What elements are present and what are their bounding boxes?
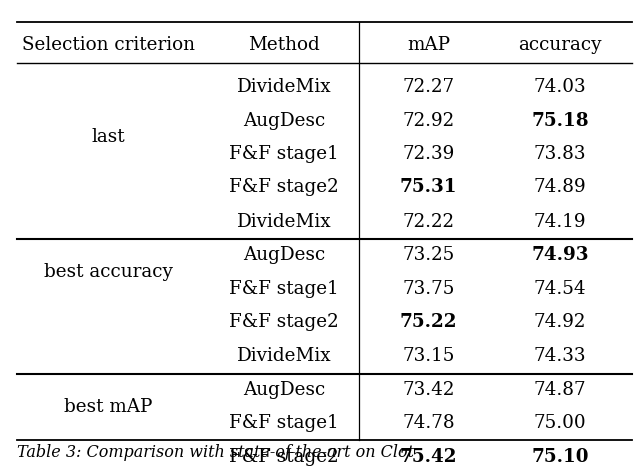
Text: 74.92: 74.92 — [534, 313, 586, 331]
Text: Table 3: Comparison with state-of-the-art on Clot: Table 3: Comparison with state-of-the-ar… — [17, 444, 414, 461]
Text: best mAP: best mAP — [64, 398, 152, 416]
Text: 75.18: 75.18 — [531, 112, 589, 129]
Text: 74.03: 74.03 — [534, 78, 586, 96]
Text: 74.93: 74.93 — [531, 246, 589, 264]
Text: DivideMix: DivideMix — [237, 78, 332, 96]
Text: AugDesc: AugDesc — [243, 112, 325, 129]
Text: last: last — [92, 129, 125, 146]
Text: 74.89: 74.89 — [534, 179, 586, 197]
Text: 75.00: 75.00 — [534, 414, 586, 432]
Text: F&F stage2: F&F stage2 — [229, 447, 339, 466]
Text: 74.33: 74.33 — [534, 348, 586, 365]
Text: 73.42: 73.42 — [402, 381, 454, 399]
Text: F&F stage2: F&F stage2 — [229, 313, 339, 331]
Text: 72.27: 72.27 — [403, 78, 454, 96]
Text: 73.75: 73.75 — [402, 280, 454, 298]
Text: F&F stage1: F&F stage1 — [229, 414, 339, 432]
Text: AugDesc: AugDesc — [243, 246, 325, 264]
Text: DivideMix: DivideMix — [237, 348, 332, 365]
Text: 75.10: 75.10 — [531, 447, 589, 466]
Text: Method: Method — [248, 37, 320, 54]
Text: 74.87: 74.87 — [534, 381, 586, 399]
Text: best accuracy: best accuracy — [44, 263, 173, 281]
Text: accuracy: accuracy — [518, 37, 602, 54]
Text: F&F stage1: F&F stage1 — [229, 145, 339, 163]
Text: F&F stage2: F&F stage2 — [229, 179, 339, 197]
Text: 72.22: 72.22 — [403, 213, 454, 231]
Text: 74.78: 74.78 — [402, 414, 454, 432]
Text: Selection criterion: Selection criterion — [22, 37, 195, 54]
Text: 74.54: 74.54 — [534, 280, 586, 298]
Text: 73.25: 73.25 — [402, 246, 454, 264]
Text: 74.19: 74.19 — [534, 213, 586, 231]
Text: F&F stage1: F&F stage1 — [229, 280, 339, 298]
Text: AugDesc: AugDesc — [243, 381, 325, 399]
Text: mAP: mAP — [407, 37, 450, 54]
Text: 72.92: 72.92 — [403, 112, 454, 129]
Text: DivideMix: DivideMix — [237, 213, 332, 231]
Text: 73.83: 73.83 — [534, 145, 586, 163]
Text: 75.31: 75.31 — [399, 179, 457, 197]
Text: 73.15: 73.15 — [402, 348, 454, 365]
Text: 75.42: 75.42 — [399, 447, 457, 466]
Text: 72.39: 72.39 — [402, 145, 454, 163]
Text: 75.22: 75.22 — [399, 313, 457, 331]
